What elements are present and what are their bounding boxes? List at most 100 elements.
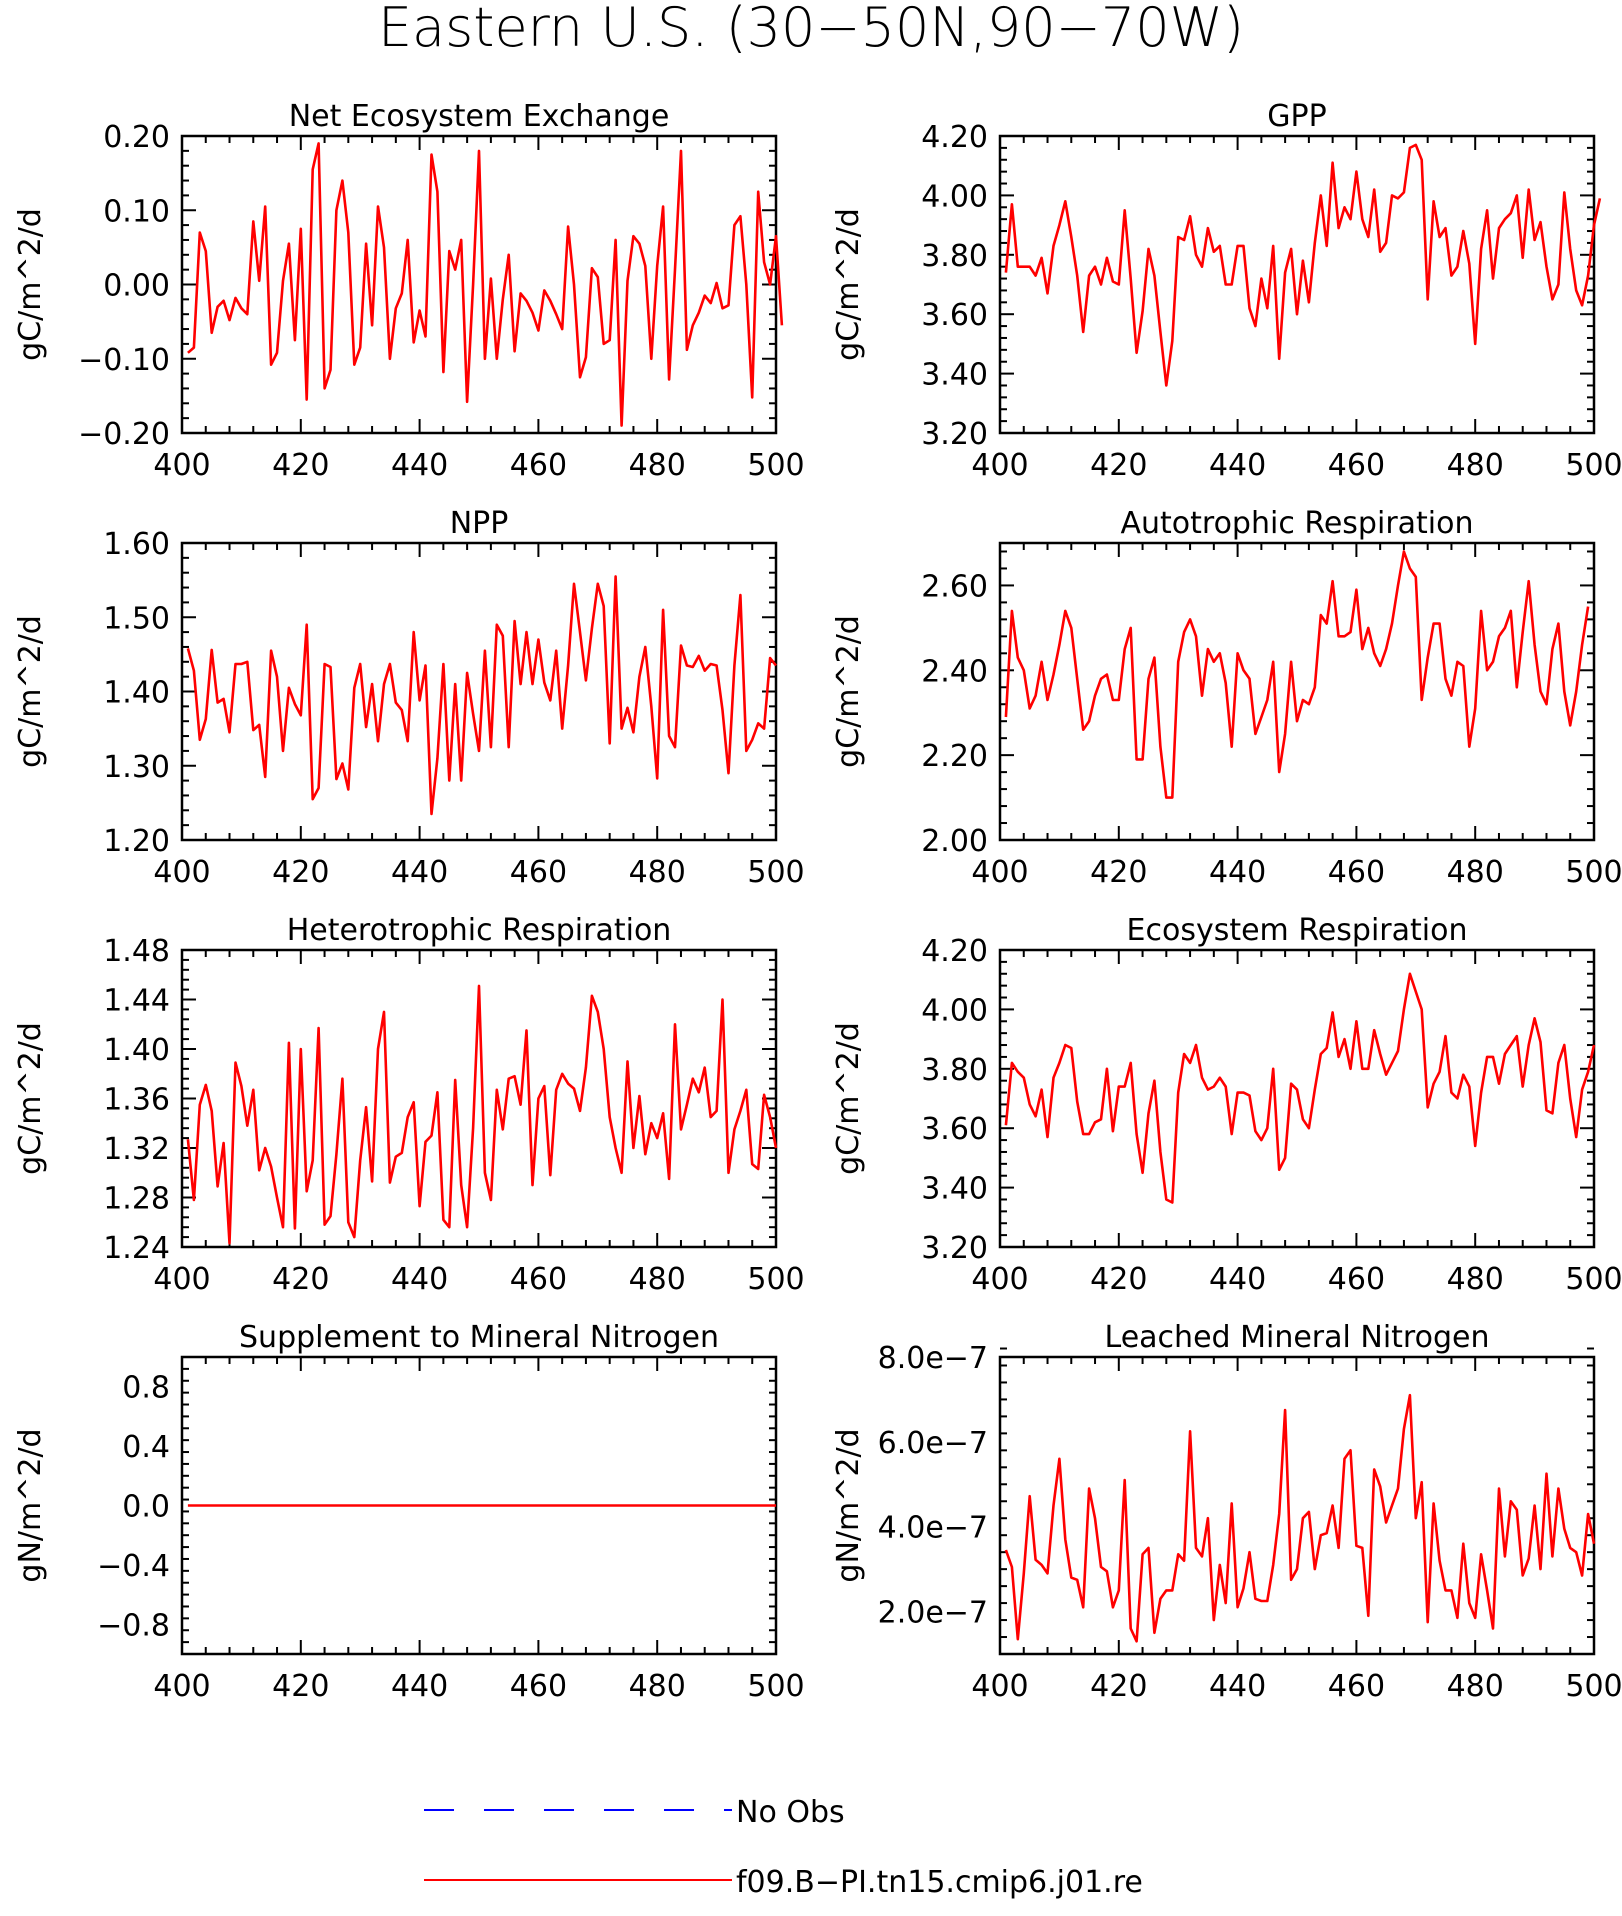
y-tick-label: 1.44 [103,984,170,1019]
y-tick-label: 0.10 [103,194,170,229]
plot-frame [998,541,1596,842]
y-tick-label: 2.0e−7 [878,1596,988,1631]
x-tick-label: 500 [747,448,804,483]
x-tick-label: 460 [1328,1262,1385,1297]
y-tick-label: 4.0e−7 [878,1511,988,1546]
legend: No Obs f09.B−PI.tn15.cmip6.j01.re [424,1795,1143,1900]
chart-panel: Autotrophic Respiration gC/m^2/d 400 420 440… [831,506,1622,890]
y-tick-label: −0.10 [78,343,170,378]
x-tick-label: 420 [272,448,329,483]
x-tick-label: 480 [629,448,686,483]
x-tick-label: 400 [153,1262,210,1297]
y-tick-label: 2.60 [921,569,988,604]
plot-frame [998,948,1596,1249]
chart-panel: GPP gC/m^2/d 400 420 440 460 480 500 3.20 3.40 3.6… [831,99,1622,483]
series-line [1004,550,1590,799]
y-tick-label: 0.4 [122,1430,170,1465]
x-tick-label: 460 [1328,855,1385,890]
y-tick-label: 3.80 [921,239,988,274]
y-tick-label: 1.28 [103,1182,170,1217]
y-tick-label: 3.20 [921,417,988,452]
y-tick-label: 4.20 [921,120,988,155]
y-tick-label: −0.20 [78,417,170,452]
y-tick-label: 1.24 [103,1231,170,1266]
x-tick-label: 500 [1565,855,1622,890]
x-tick-label: 480 [1447,855,1504,890]
y-tick-label: 1.20 [103,824,170,859]
chart-panel: Net Ecosystem Exchange gC/m^2/d 400 420 440 4… [13,99,805,483]
x-tick-label: 480 [1447,1262,1504,1297]
x-tick-label: 480 [629,1262,686,1297]
y-axis-label: gC/m^2/d [13,1022,48,1175]
x-tick-label: 400 [971,448,1028,483]
y-tick-label: 1.60 [103,527,170,562]
y-axis-label: gN/m^2/d [13,1428,48,1582]
x-tick-label: 460 [510,1262,567,1297]
y-tick-label: 0.20 [103,120,170,155]
series-line [186,575,778,816]
chart-title: Heterotrophic Respiration [287,913,672,948]
figure-title: Eastern U.S. (30−50N,90−70W) [378,0,1244,59]
series-line [186,984,778,1245]
x-tick-label: 400 [971,855,1028,890]
y-tick-label: 3.60 [921,1112,988,1147]
plot-frame [180,541,778,842]
x-tick-label: 480 [1447,1669,1504,1704]
plot-frame [998,1355,1596,1656]
y-tick-label: 0.00 [103,269,170,304]
y-axis-label: gC/m^2/d [831,208,866,361]
y-tick-label: 1.40 [103,1033,170,1068]
x-tick-label: 440 [391,1669,448,1704]
x-tick-label: 440 [391,1262,448,1297]
series-line [1004,1393,1596,1643]
x-tick-label: 400 [153,855,210,890]
chart-title: NPP [450,506,509,541]
x-tick-label: 500 [747,855,804,890]
x-tick-label: 420 [1090,1262,1147,1297]
chart-panel: Heterotrophic Respiration gC/m^2/d 400 420 4… [13,913,805,1297]
plot-grid: Net Ecosystem Exchange gC/m^2/d 400 420 440 4… [13,99,1622,1704]
x-tick-label: 460 [1328,448,1385,483]
y-tick-label: 3.60 [921,298,988,333]
x-tick-label: 400 [971,1669,1028,1704]
x-tick-label: 500 [1565,1262,1622,1297]
y-tick-label: 1.30 [103,750,170,785]
x-tick-label: 440 [1209,855,1266,890]
x-tick-label: 440 [1209,1262,1266,1297]
x-tick-label: 440 [1209,448,1266,483]
y-tick-label: 4.20 [921,934,988,969]
x-tick-label: 420 [1090,1669,1147,1704]
chart-panel: Leached Mineral Nitrogen gN/m^2/d 400 420 44… [831,1320,1622,1704]
x-tick-label: 500 [1565,448,1622,483]
y-axis-label: gC/m^2/d [13,615,48,768]
y-tick-label: 1.36 [103,1083,170,1118]
legend-obs-label: No Obs [736,1795,845,1830]
x-tick-label: 480 [1447,448,1504,483]
y-tick-label: 3.20 [921,1231,988,1266]
chart-title: GPP [1267,99,1326,134]
plot-frame [998,134,1596,435]
y-tick-label: 0.8 [122,1371,170,1406]
y-tick-label: 2.40 [921,654,988,689]
chart-panel: Ecosystem Respiration gC/m^2/d 400 420 440 46… [831,913,1622,1297]
legend-model-label: f09.B−PI.tn15.cmip6.j01.re [736,1865,1143,1900]
chart-title: Supplement to Mineral Nitrogen [239,1320,719,1355]
y-tick-label: 3.40 [921,358,988,393]
y-tick-label: 1.40 [103,676,170,711]
y-tick-label: 3.40 [921,1172,988,1207]
y-tick-label: 1.50 [103,601,170,636]
x-tick-label: 400 [153,1669,210,1704]
chart-title: Leached Mineral Nitrogen [1105,1320,1490,1355]
x-tick-label: 420 [1090,855,1147,890]
x-tick-label: 420 [272,1669,329,1704]
y-tick-label: −0.4 [97,1549,170,1584]
x-tick-label: 460 [510,448,567,483]
x-tick-label: 480 [629,1669,686,1704]
x-tick-label: 500 [747,1669,804,1704]
y-tick-label: 8.0e−7 [878,1341,988,1376]
y-tick-label: 2.00 [921,824,988,859]
y-axis-label: gN/m^2/d [831,1428,866,1582]
y-tick-label: 4.00 [921,179,988,214]
y-tick-label: −0.8 [97,1608,170,1643]
